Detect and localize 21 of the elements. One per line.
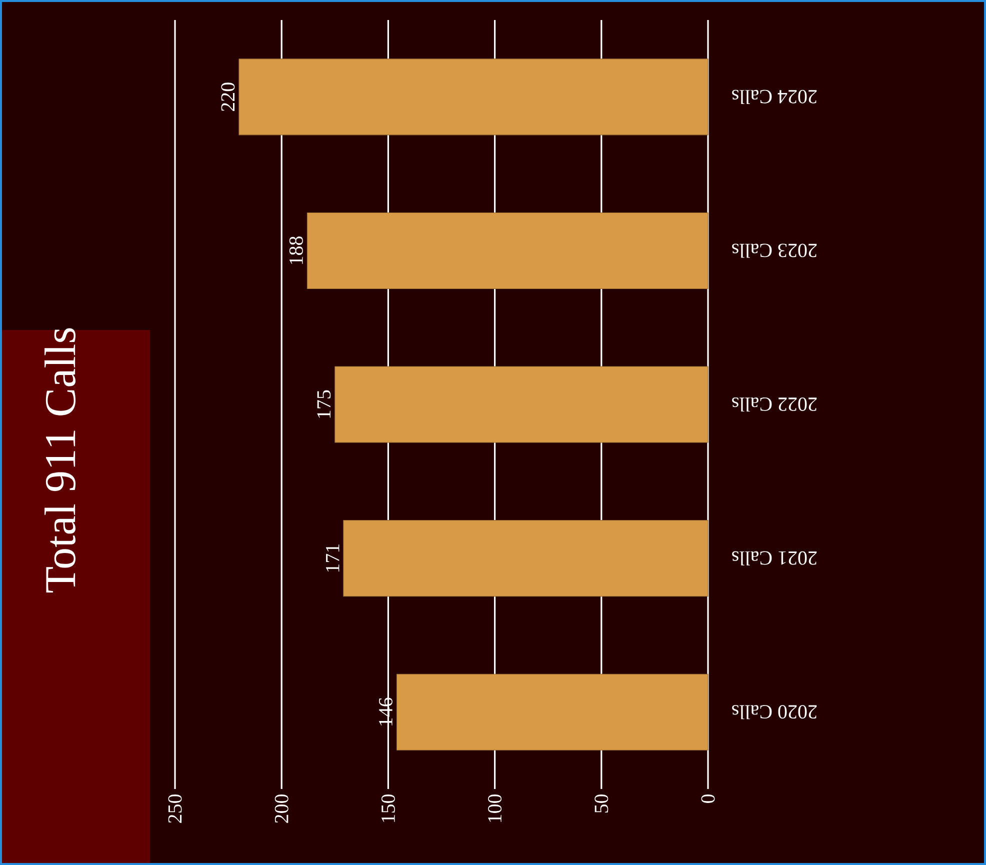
bar bbox=[396, 674, 708, 750]
bar bbox=[238, 58, 708, 136]
bar bbox=[334, 366, 708, 443]
y-tick-label: 2021 Calls bbox=[732, 551, 817, 566]
x-tick-label: 100 bbox=[488, 794, 502, 822]
x-tick-label: 200 bbox=[274, 794, 288, 823]
y-tick-label: 2022 Calls bbox=[732, 397, 817, 412]
bar bbox=[343, 520, 708, 597]
data-label: 171 bbox=[326, 544, 340, 572]
data-label: 188 bbox=[289, 236, 303, 264]
y-tick-label: 2024 Calls bbox=[732, 90, 817, 104]
x-tick-label: 250 bbox=[168, 794, 182, 823]
x-tick-label: 0 bbox=[701, 794, 715, 803]
x-tick-label: 50 bbox=[594, 794, 608, 813]
text: Total 911 Calls bbox=[44, 328, 76, 593]
data-label: 220 bbox=[221, 82, 235, 112]
y-tick-label: 2023 Calls bbox=[732, 244, 817, 258]
data-label: 175 bbox=[317, 390, 331, 418]
y-tick-label: 2020 Calls bbox=[732, 705, 817, 720]
x-tick-label: 150 bbox=[381, 794, 395, 822]
bar bbox=[306, 212, 708, 289]
